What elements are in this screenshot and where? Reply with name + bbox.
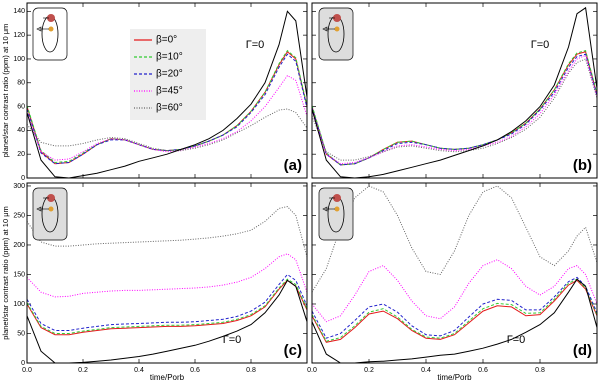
panel-label: (b): [573, 157, 592, 174]
y-tick-label: 60: [17, 103, 25, 110]
legend-label: β=45°: [156, 86, 183, 97]
y-tick-label: 140: [13, 8, 25, 15]
y-tick-label: 50: [17, 330, 25, 337]
x-tick-label: 0.4: [421, 367, 431, 374]
y-tick-label: 0: [21, 360, 25, 367]
series-line: [27, 278, 307, 334]
inset-d: [318, 187, 354, 241]
panel-label: (c): [284, 342, 302, 359]
y-tick-label: 0: [21, 175, 25, 182]
series-line: [27, 206, 307, 257]
x-tick-label: 0.6: [190, 367, 200, 374]
y-tick-label: 100: [13, 301, 25, 308]
x-tick-label: 0.2: [78, 367, 88, 374]
x-axis-label: time/Porb: [150, 373, 185, 382]
x-tick-label: 0.0: [307, 367, 317, 374]
y-tick-label: 100: [13, 56, 25, 63]
legend-label: β=10°: [156, 52, 183, 63]
inset-b: [318, 7, 354, 61]
series-line: [312, 276, 597, 339]
panel-label: (a): [284, 157, 302, 174]
inset-c: [32, 187, 68, 241]
series-line: [27, 279, 307, 363]
plot-frame: [26, 182, 308, 364]
annotation: Γ=0: [223, 334, 242, 346]
y-tick-label: 80: [17, 80, 25, 87]
series-line: [27, 53, 307, 165]
legend-label: β=0°: [156, 35, 177, 46]
legend-box: [130, 29, 206, 120]
series-line: [27, 273, 307, 331]
series-line: [27, 279, 307, 336]
series-line: [312, 278, 597, 342]
y-tick-label: 120: [13, 32, 25, 39]
inset-a: [32, 7, 68, 61]
series-line: [312, 51, 597, 166]
x-tick-label: 0.2: [364, 367, 374, 374]
series-line: [312, 54, 597, 165]
series-line: [312, 185, 597, 293]
y-tick-label: 150: [13, 271, 25, 278]
legend-label: β=60°: [156, 103, 183, 114]
plot-frame: [311, 182, 598, 364]
series-line: [312, 58, 597, 161]
series-line: [27, 10, 307, 178]
y-tick-label: 200: [13, 242, 25, 249]
x-tick-label: 0.0: [22, 367, 32, 374]
panel-label: (d): [573, 342, 592, 359]
annotation: Γ=0: [507, 334, 526, 346]
x-tick-label: 0.6: [478, 367, 488, 374]
series-line: [312, 49, 597, 166]
series-line: [27, 253, 307, 298]
annotation: Γ=0: [531, 39, 550, 51]
y-tick-label: 20: [17, 151, 25, 158]
y-axis-label: planet/star contrast ratio (ppm) at 10 μ…: [1, 24, 10, 158]
series-line: [312, 259, 597, 323]
series-line: [27, 108, 307, 152]
plot-frame: [26, 2, 308, 179]
annotation: Γ=0: [246, 39, 265, 51]
legend-label: β=20°: [156, 69, 183, 80]
y-tick-label: 250: [13, 212, 25, 219]
x-tick-label: 0.4: [134, 367, 144, 374]
plot-frame: [311, 2, 598, 179]
y-tick-label: 300: [13, 183, 25, 190]
series-line: [312, 279, 597, 343]
x-tick-label: 0.8: [246, 367, 256, 374]
series-line: [312, 278, 597, 363]
x-axis-label: time/Porb: [437, 373, 472, 382]
series-line: [312, 53, 597, 166]
x-tick-label: 0.8: [535, 367, 545, 374]
y-tick-label: 40: [17, 127, 25, 134]
series-line: [312, 6, 597, 178]
y-axis-label: planet/star contrast ratio (ppm) at 10 μ…: [1, 206, 10, 340]
